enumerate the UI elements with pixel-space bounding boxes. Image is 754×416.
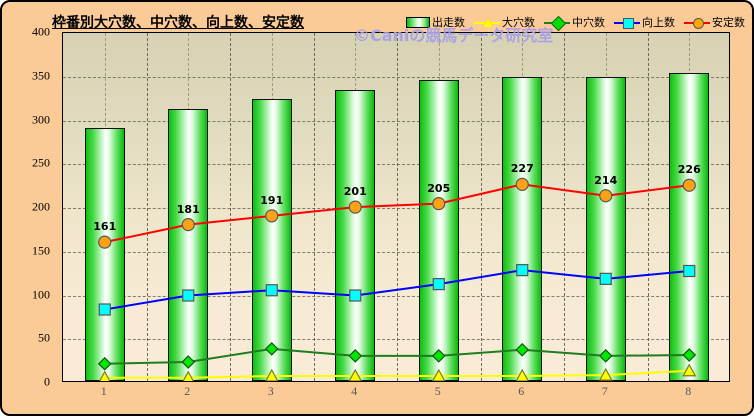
bar-column [585,76,626,381]
bar-column [669,73,710,381]
legend-item-安定数[interactable]: 安定数 [684,14,745,30]
y-tick-label: 150 [32,243,50,258]
legend-label: 安定数 [712,16,745,29]
legend-bar-swatch-icon [406,16,430,28]
y-tick-label: 250 [32,155,50,170]
plot-area-wrapper: 161 181 191 201 205 227 214 226 [62,32,730,382]
data-label: 226 [677,163,701,177]
chart-legend: 出走数 大穴数 中穴数 向上数 安定数 [406,14,745,31]
gridline-horizontal [63,76,729,78]
legend-item-中穴数[interactable]: 中穴数 [544,14,605,31]
x-axis-labels: 1 2 3 4 5 6 7 8 [62,384,730,404]
y-tick-label: 200 [32,199,50,214]
bar-column [251,99,292,381]
bar-column [84,128,125,381]
data-label: 181 [176,202,200,216]
legend-label: 出走数 [432,16,465,29]
data-label: 201 [343,185,367,199]
gridline-vertical-major [480,33,482,381]
legend-marker-square-icon [623,17,634,29]
y-tick-label: 50 [38,330,50,345]
gridline-vertical-major [146,33,148,381]
data-label: 191 [260,193,284,207]
plot-area: 161 181 191 201 205 227 214 226 [62,32,730,382]
gridline-horizontal [63,251,729,253]
gridline-vertical-major [230,33,231,381]
gridline-horizontal [63,295,729,297]
y-axis-labels: 0 50 100 150 200 250 300 350 400 [2,25,54,389]
gridline-horizontal [63,208,729,209]
x-tick-label: 7 [601,384,608,398]
legend-line-swatch-icon [614,17,640,29]
legend-item-出走数[interactable]: 出走数 [406,14,465,30]
watermark-text: ©Caniの競馬データ研究室 [354,26,554,45]
page-title: 枠番別大穴数、中穴数、向上数、安定数 [52,15,304,31]
legend-item-大穴数[interactable]: 大穴数 [474,14,535,30]
gridline-horizontal [63,120,729,122]
x-tick-label: 4 [351,384,358,398]
y-tick-label: 0 [44,374,50,389]
bar-column [418,80,459,381]
data-label: 161 [93,220,117,234]
data-label: 205 [427,181,451,195]
gridline-vertical-major [397,33,398,381]
gridline-vertical-major [647,33,649,381]
legend-marker-triangle-icon [483,17,493,27]
x-tick-label: 5 [434,384,441,398]
legend-label: 大穴数 [502,16,535,29]
gridline-horizontal [63,339,729,341]
legend-line-swatch-icon [474,17,500,28]
bar-column [335,89,376,381]
legend-item-向上数[interactable]: 向上数 [614,14,675,30]
legend-label: 向上数 [642,16,675,29]
data-label: 227 [510,162,534,176]
x-tick-label: 1 [100,384,107,398]
gridline-vertical-major [564,33,565,381]
data-label: 214 [594,173,618,187]
legend-line-swatch-icon [684,17,710,29]
x-tick-label: 3 [267,384,274,398]
bar-column [502,76,543,381]
legend-line-swatch-icon [544,15,570,31]
y-tick-label: 100 [32,287,50,301]
gridline-vertical-major [313,33,315,381]
y-tick-label: 350 [32,68,50,83]
gridline-horizontal [63,164,729,166]
legend-label: 中穴数 [572,16,605,29]
x-tick-label: 8 [685,384,692,398]
bar-column [168,108,209,381]
x-tick-label: 6 [518,384,525,398]
legend-marker-circle-icon [693,17,704,29]
y-tick-label: 400 [32,24,50,39]
x-tick-label: 2 [184,384,191,398]
y-tick-label: 300 [32,112,50,126]
